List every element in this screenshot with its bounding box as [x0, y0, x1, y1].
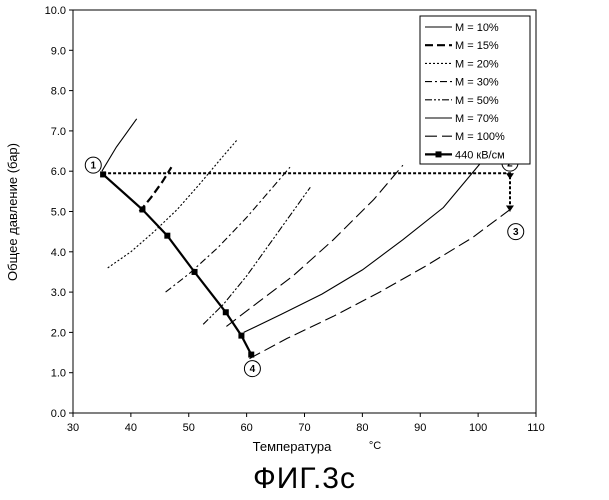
- x-axis-ticks: 30 40 50 60 70 80 90 100 110: [67, 413, 545, 434]
- point-label-text: 1: [90, 161, 96, 172]
- data-point-marker: [222, 309, 229, 316]
- y-tick-label: 5.0: [51, 207, 66, 219]
- legend-label: M = 15%: [455, 40, 499, 52]
- x-tick-label: 30: [67, 422, 79, 434]
- y-axis-label: Общее давление (бар): [5, 143, 20, 281]
- data-point-marker: [191, 268, 198, 275]
- figure-caption: ФИГ.3с: [253, 462, 356, 495]
- state-connector-line: [103, 172, 511, 212]
- legend-label: M = 100%: [455, 131, 505, 143]
- x-tick-label: 60: [241, 422, 253, 434]
- y-tick-label: 7.0: [51, 126, 66, 138]
- y-tick-label: 9.0: [51, 45, 66, 57]
- x-tick-label: 80: [356, 422, 368, 434]
- data-point-marker: [139, 206, 146, 213]
- x-axis-unit: °C: [369, 440, 381, 452]
- y-tick-label: 10.0: [45, 5, 66, 17]
- y-tick-label: 1.0: [51, 368, 66, 380]
- legend-label: M = 10%: [455, 22, 499, 34]
- legend-label: 440 кВ/см: [455, 149, 505, 161]
- point-label-circle: [243, 360, 261, 378]
- legend-marker: [435, 151, 442, 158]
- y-tick-label: 8.0: [51, 86, 66, 98]
- y-tick-label: 2.0: [51, 327, 66, 339]
- series-line-6: [243, 158, 485, 333]
- connector-arrow: [505, 205, 514, 212]
- series-line-1: [138, 166, 173, 213]
- data-point-marker: [248, 351, 255, 358]
- legend: M = 10% M = 15% M = 20% M = 30% M = 50% M = 7…: [419, 15, 531, 165]
- x-tick-label: 110: [527, 422, 545, 434]
- series-line-3: [165, 166, 291, 293]
- x-tick-label: 40: [125, 422, 137, 434]
- point-label-text: 3: [513, 227, 519, 238]
- connector-arrow: [505, 173, 514, 180]
- data-point-marker: [100, 171, 107, 178]
- legend-label: M = 30%: [455, 77, 499, 89]
- legend-label: M = 50%: [455, 95, 499, 107]
- series-layer: [100, 118, 514, 360]
- series-line-7: [249, 207, 514, 360]
- legend-label: M = 20%: [455, 58, 499, 70]
- series-line-2: [107, 138, 239, 269]
- x-tick-label: 50: [183, 422, 195, 434]
- point-label-circle: [507, 223, 525, 241]
- x-tick-label: 100: [469, 422, 487, 434]
- x-axis-label: Температура: [253, 439, 333, 454]
- point-label-text: 4: [250, 364, 256, 375]
- series-line-4: [202, 186, 311, 325]
- series-line-0: [101, 118, 138, 172]
- data-point-marker: [164, 232, 171, 239]
- series-line-5: [226, 164, 404, 327]
- y-tick-label: 3.0: [51, 287, 66, 299]
- connector-layer: [103, 172, 514, 212]
- legend-label: M = 70%: [455, 113, 499, 125]
- y-tick-label: 4.0: [51, 247, 66, 259]
- data-point-marker: [238, 332, 245, 339]
- x-tick-label: 70: [298, 422, 310, 434]
- x-tick-label: 90: [414, 422, 426, 434]
- legend-box: [419, 15, 531, 165]
- chart: 0.0 1.0 2.0 3.0 4.0 5.0 6.0 7.0 8.0 9.0 10.0 30 40 5…: [5, 5, 545, 454]
- y-tick-label: 0.0: [51, 408, 66, 420]
- point-label-circle: [84, 156, 102, 174]
- y-axis-ticks: 0.0 1.0 2.0 3.0 4.0 5.0 6.0 7.0 8.0 9.0 10.0: [45, 5, 73, 420]
- y-tick-label: 6.0: [51, 166, 66, 178]
